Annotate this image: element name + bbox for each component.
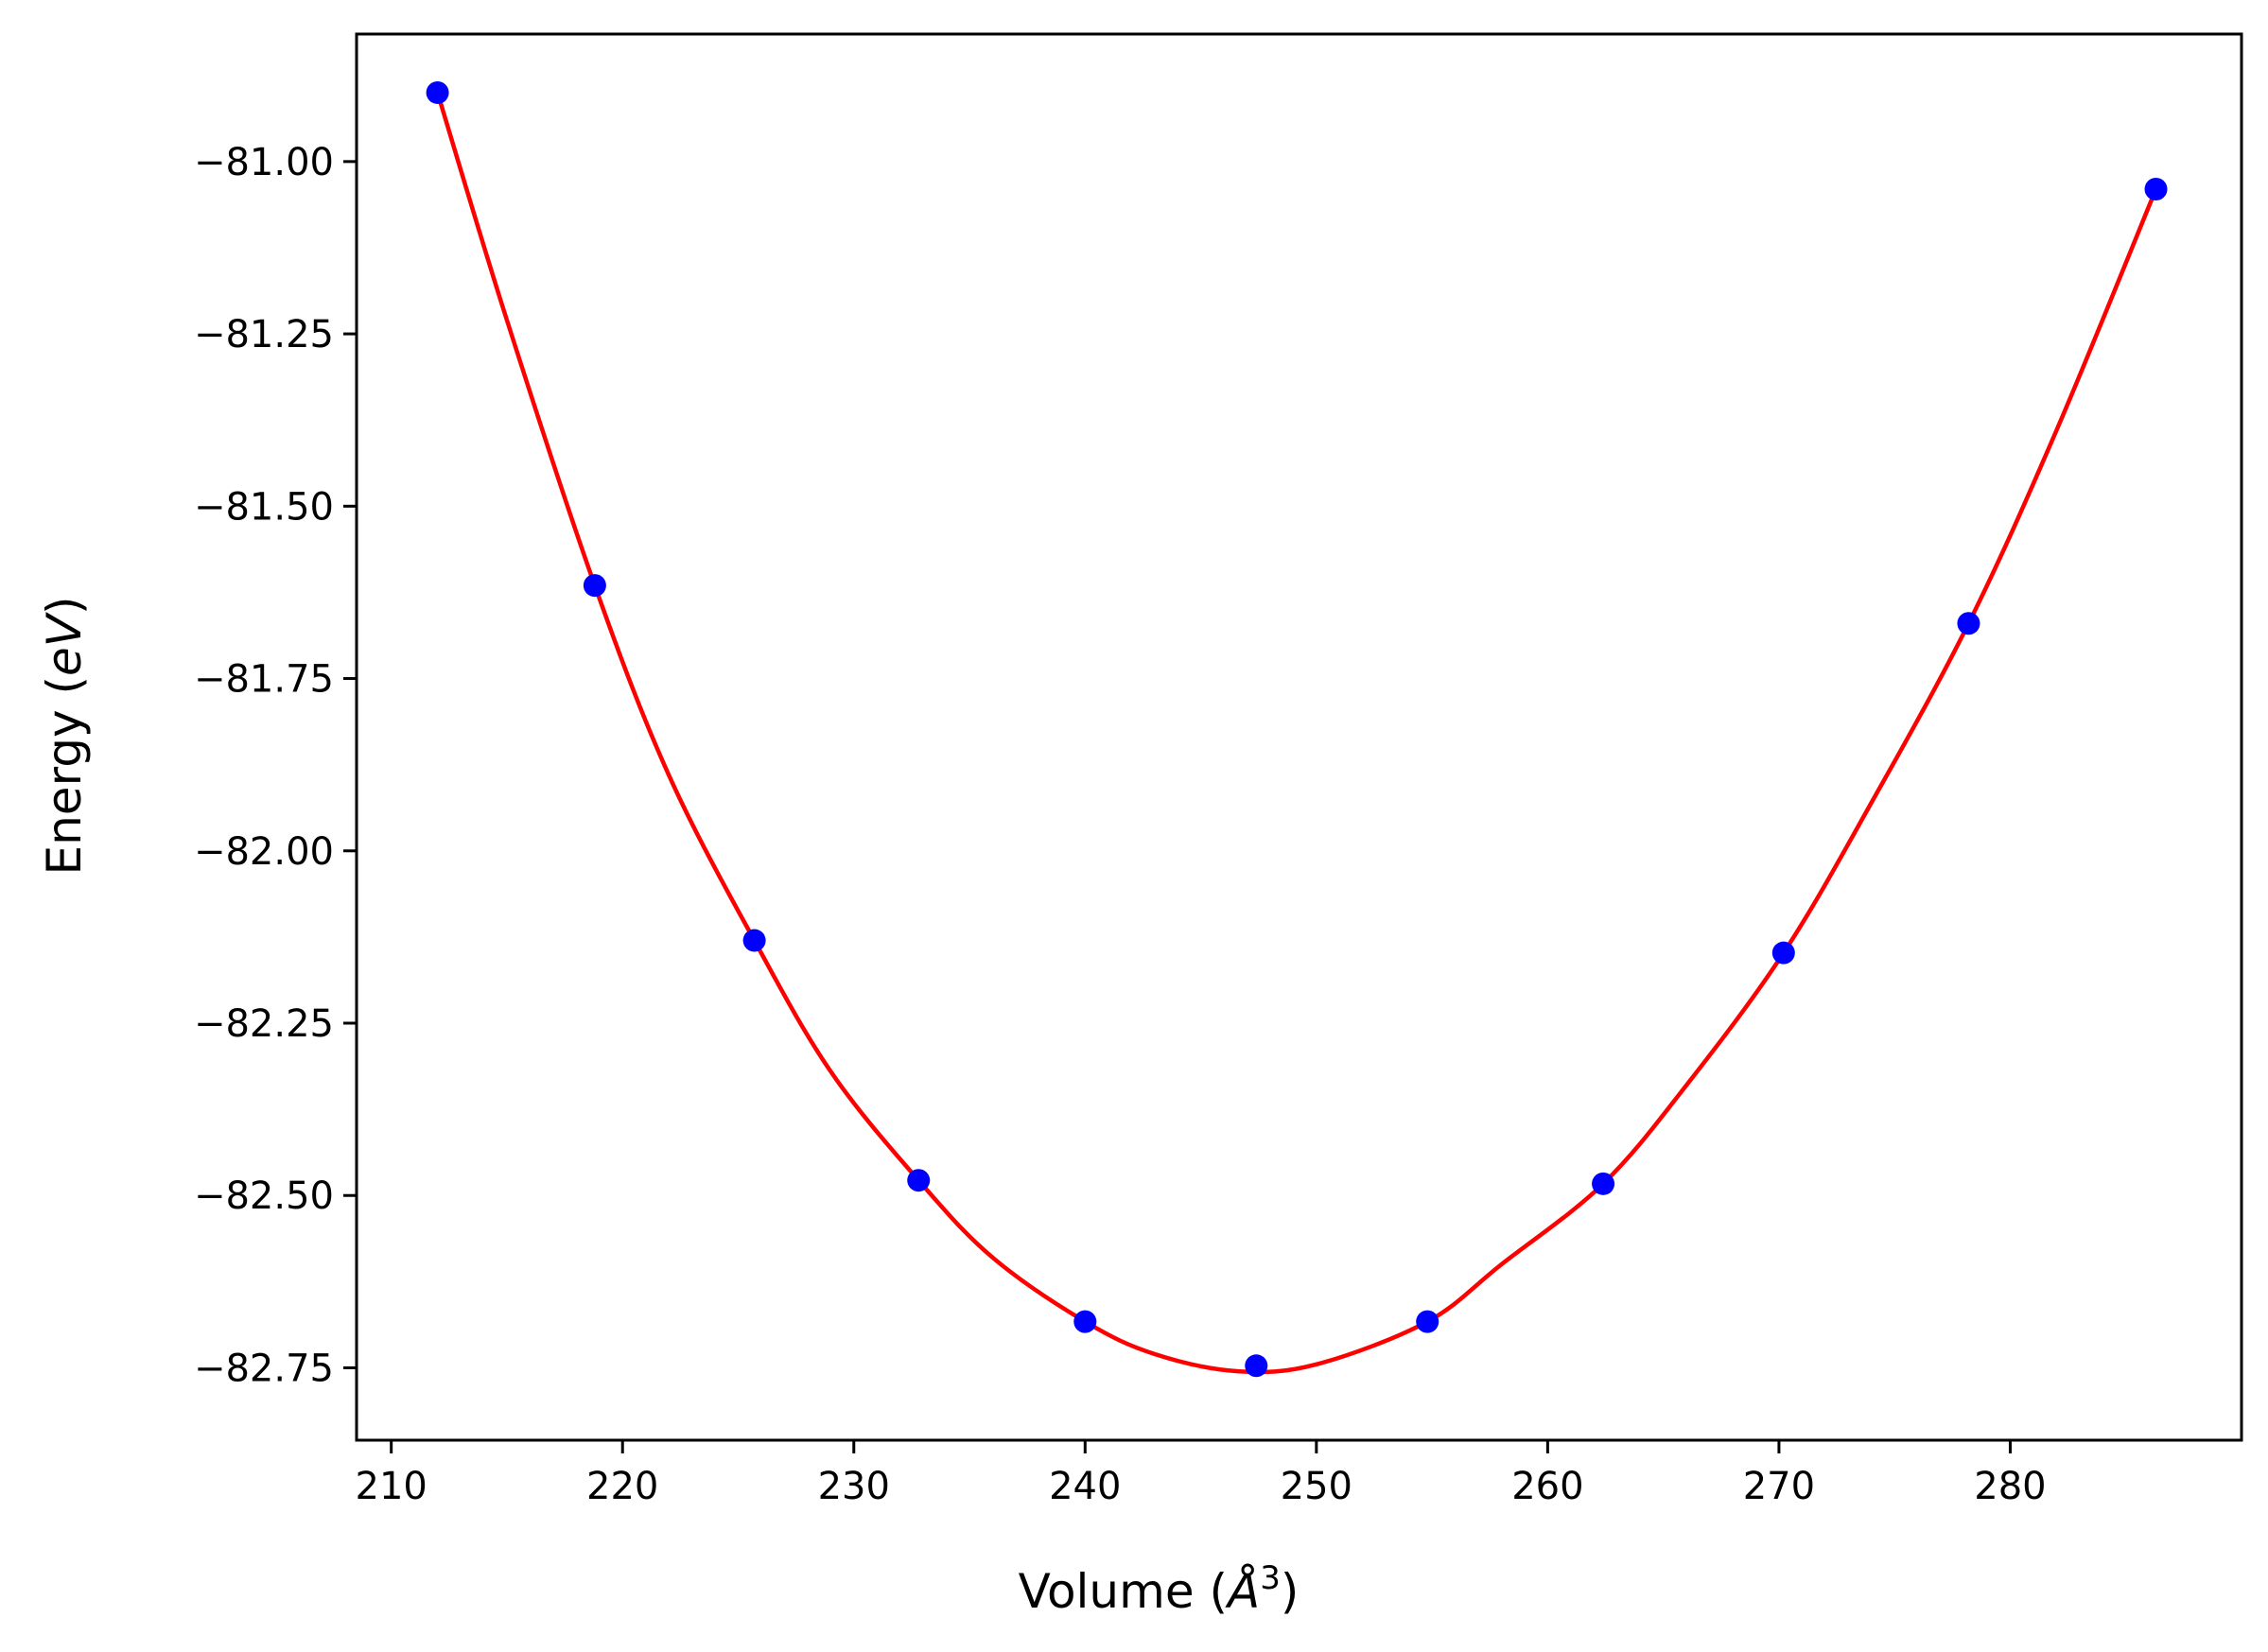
data-point (907, 1169, 931, 1192)
data-point (1957, 612, 1980, 635)
data-point (1416, 1310, 1439, 1333)
fit-curve-layer (435, 92, 2158, 1375)
x-tick-label: 230 (818, 1465, 890, 1508)
y-axis-title-symbol: eV (37, 611, 92, 676)
y-tick-label: −82.25 (194, 1002, 334, 1046)
data-point (1771, 941, 1795, 965)
data-point (426, 80, 449, 104)
x-tick-label: 210 (356, 1465, 427, 1508)
y-axis-ticks: −81.00 −81.25 −81.50 −81.75 −82.00 −82.25 −82.… (194, 141, 357, 1390)
x-tick-label: 250 (1281, 1465, 1352, 1508)
data-points-layer (426, 80, 2168, 1378)
data-point (1592, 1172, 1615, 1195)
x-tick-label: 260 (1511, 1465, 1583, 1508)
y-tick-label: −82.75 (194, 1347, 334, 1390)
x-axis-title: Volume (Å3) (1019, 1559, 1300, 1619)
x-tick-label: 240 (1049, 1465, 1121, 1508)
data-point (1073, 1310, 1097, 1333)
x-tick-label: 270 (1743, 1465, 1815, 1508)
x-axis-title-suffix: ) (1281, 1564, 1300, 1619)
y-tick-label: −81.00 (194, 141, 334, 184)
y-axis-title-suffix: ) (37, 597, 92, 616)
data-point (742, 929, 766, 952)
fit-curve (435, 92, 2158, 1375)
y-tick-label: −82.00 (194, 830, 334, 874)
x-tick-label: 220 (586, 1465, 658, 1508)
y-tick-label: −81.75 (194, 658, 334, 702)
x-tick-label: 280 (1974, 1465, 2046, 1508)
data-point (583, 574, 606, 598)
x-axis-title-superscript: 3 (1260, 1559, 1281, 1597)
y-axis-title-prefix: Energy ( (37, 676, 92, 875)
x-axis-title-symbol: Å (1225, 1564, 1260, 1619)
x-axis-title-prefix: Volume ( (1019, 1564, 1228, 1619)
y-tick-label: −82.50 (194, 1174, 334, 1218)
x-axis-ticks: 210 220 230 240 250 260 270 280 (356, 1440, 2047, 1508)
plot-frame (355, 32, 2243, 1442)
y-tick-label: −81.25 (194, 313, 334, 356)
data-point (2144, 178, 2168, 201)
y-tick-label: −81.50 (194, 485, 334, 529)
y-axis-title: Energy (eV) (37, 597, 92, 876)
data-point (1245, 1354, 1268, 1378)
